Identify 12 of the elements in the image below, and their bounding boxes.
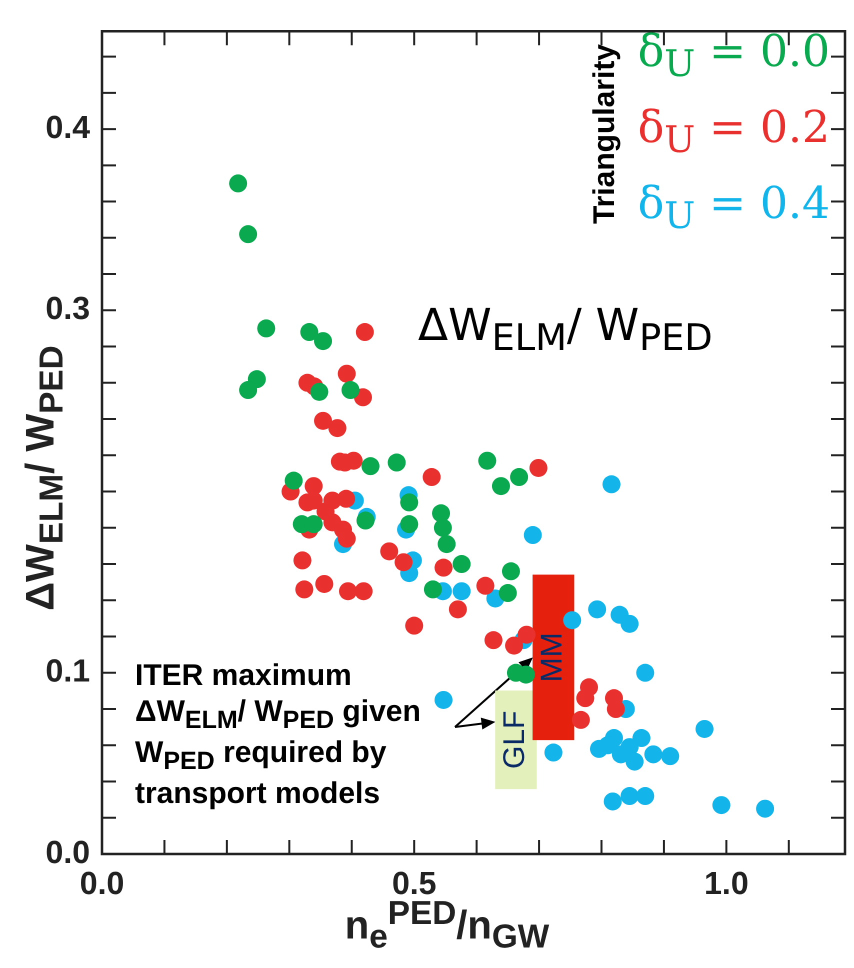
y-tick-label: 0.4 xyxy=(46,108,90,145)
y-tick-label: 0.1 xyxy=(46,652,90,689)
text: δ$_{U}$ = 0.2 xyxy=(638,100,830,163)
text: ΔW$_{ELM}$/ W$_{PED}$ xyxy=(418,300,713,359)
text: ITER maximum ΔW$_{ELM}$/ W$_{PED}$ given W$_{PED}$ required by transport models xyxy=(135,659,421,810)
text: δ$_{U}$ = 0.4 xyxy=(638,176,830,238)
legend-title: Triangularity xyxy=(588,44,622,224)
text: δ$_{U}$ = 0.0 xyxy=(638,25,830,87)
series-label: GLF xyxy=(498,710,532,770)
x-tick-label: 1.0 xyxy=(704,865,749,902)
y-tick-label: 0.3 xyxy=(46,290,90,326)
series-label: MM xyxy=(536,632,569,682)
